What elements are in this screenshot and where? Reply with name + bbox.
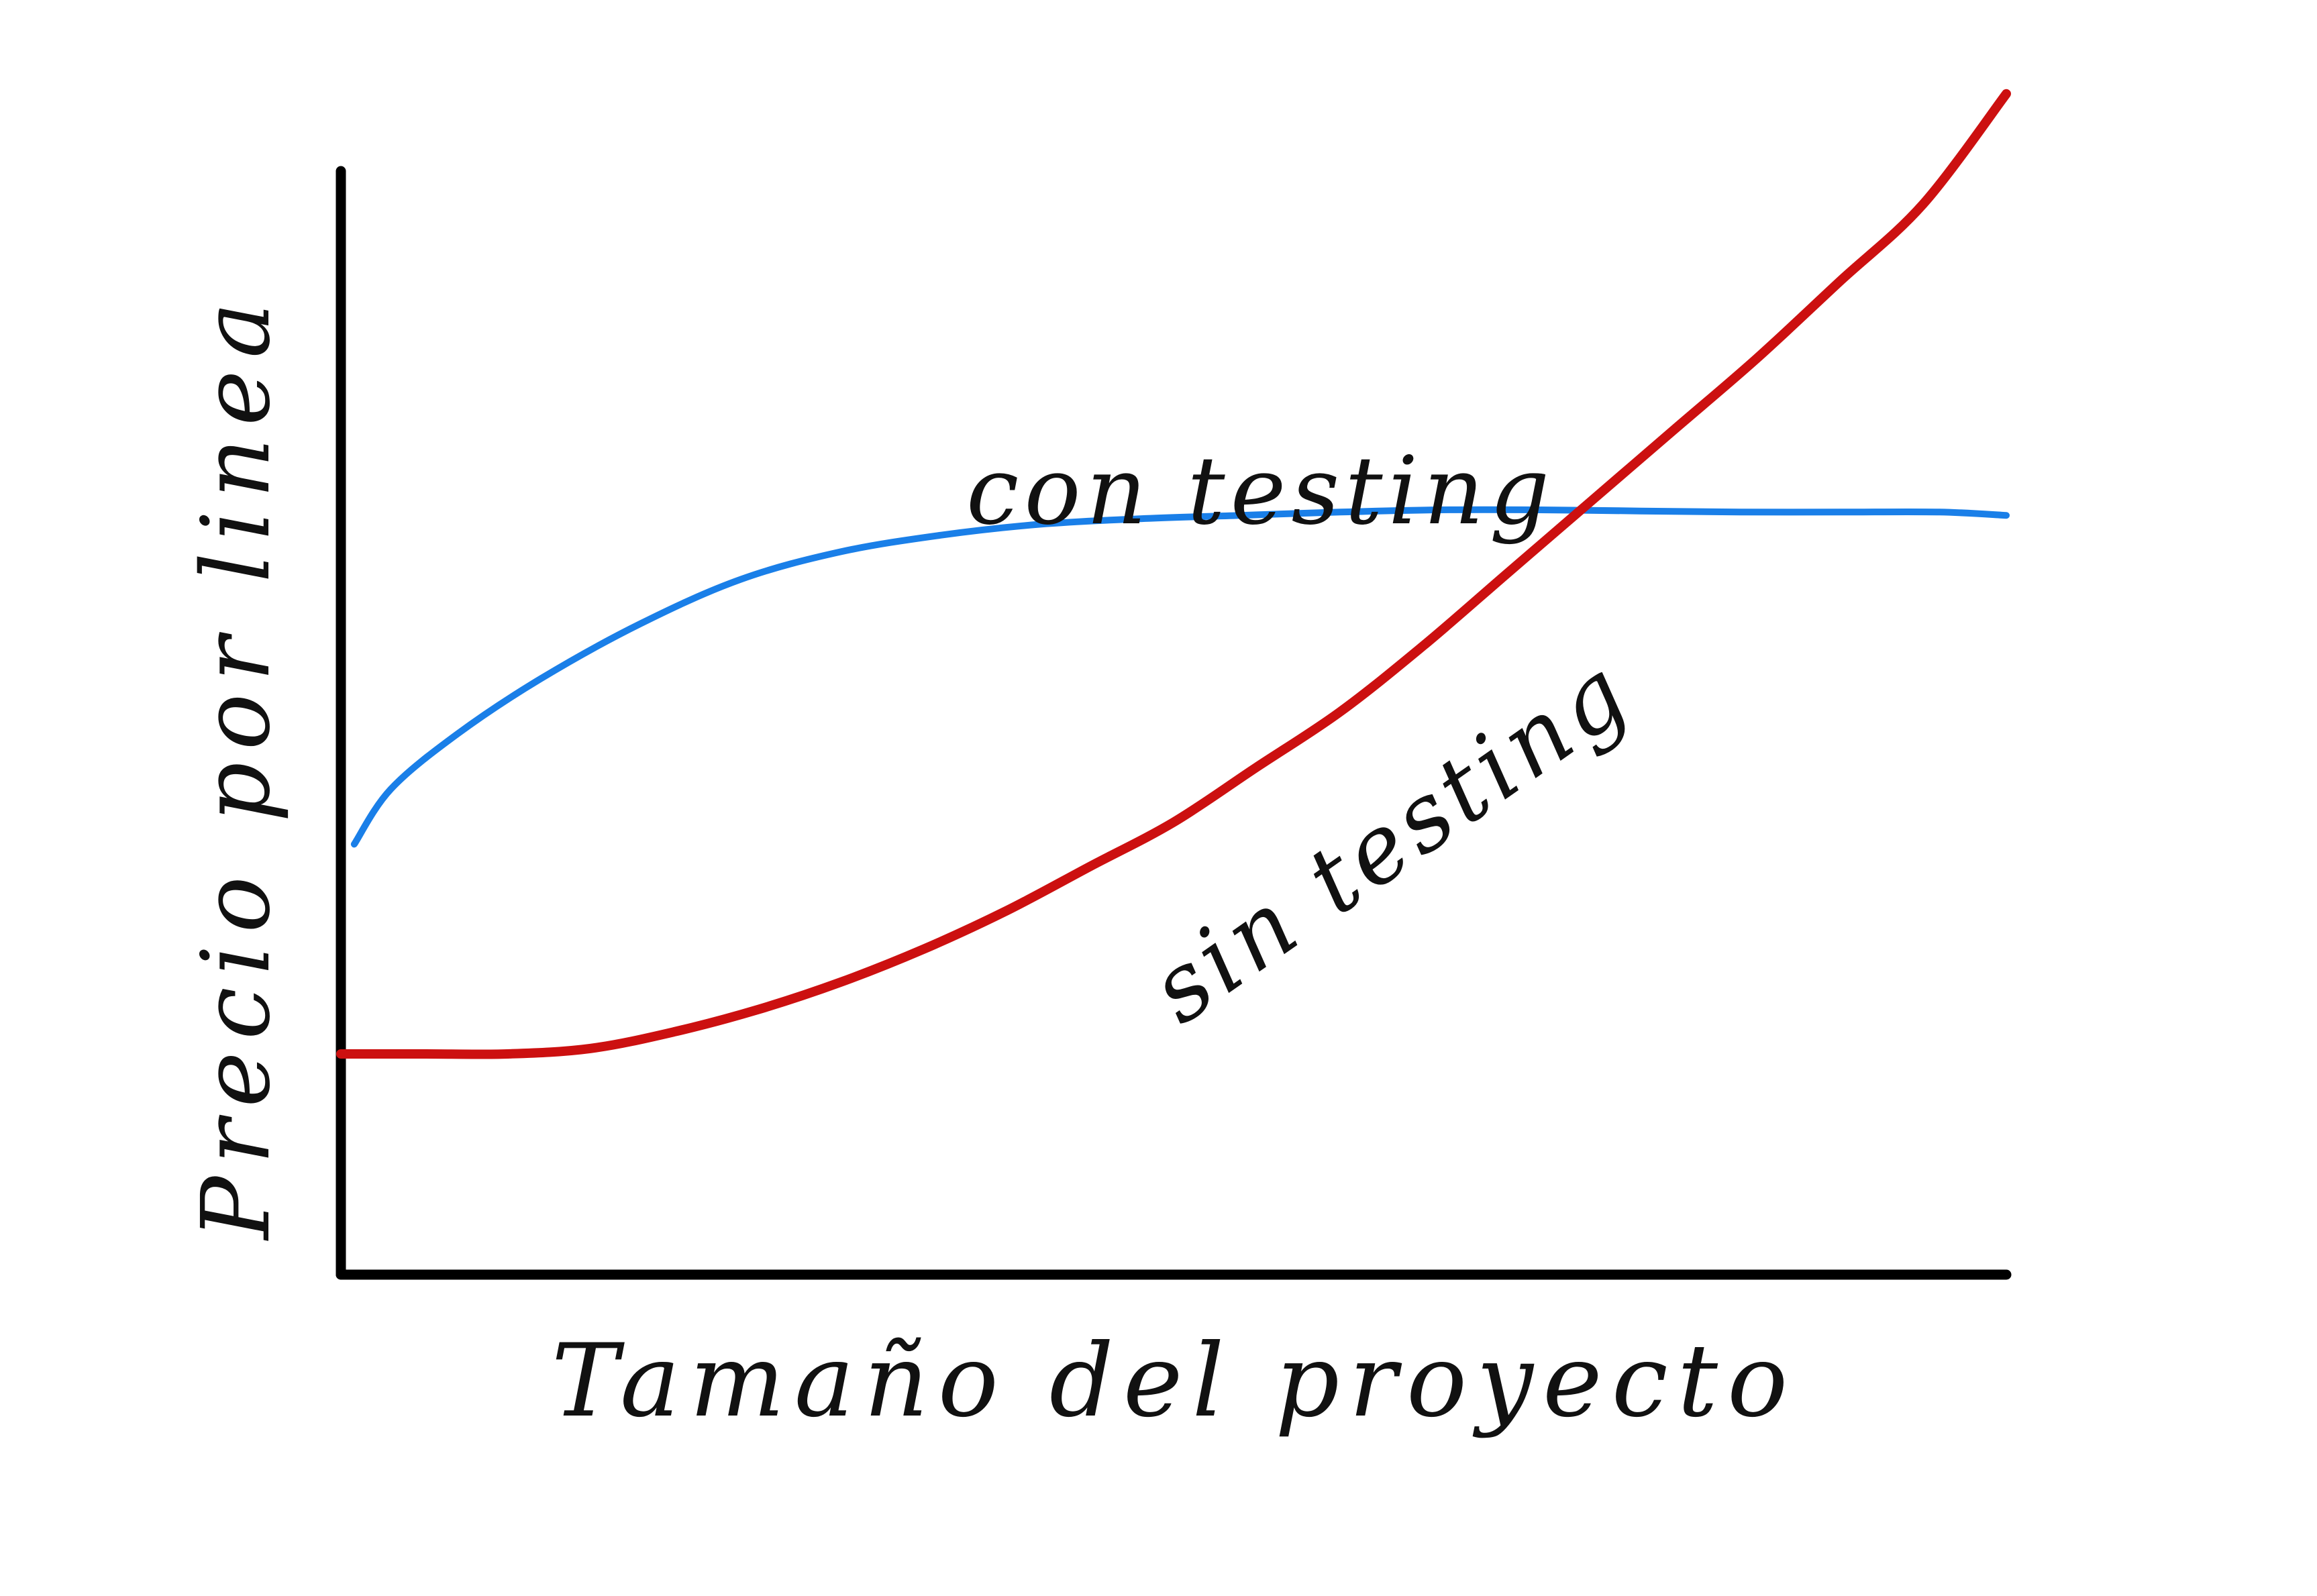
series-label-con-testing: con testing — [966, 437, 1555, 546]
series-line-con-testing — [350, 506, 2010, 848]
x-axis-label: Tamaño del proyecto — [552, 1323, 1798, 1440]
y-axis-label: Precio por linea — [182, 290, 291, 1241]
series-lines — [336, 89, 2011, 1059]
series-line-sin-testing — [336, 89, 2011, 1059]
series-label-sin-testing: sin testing — [1131, 636, 1651, 1045]
